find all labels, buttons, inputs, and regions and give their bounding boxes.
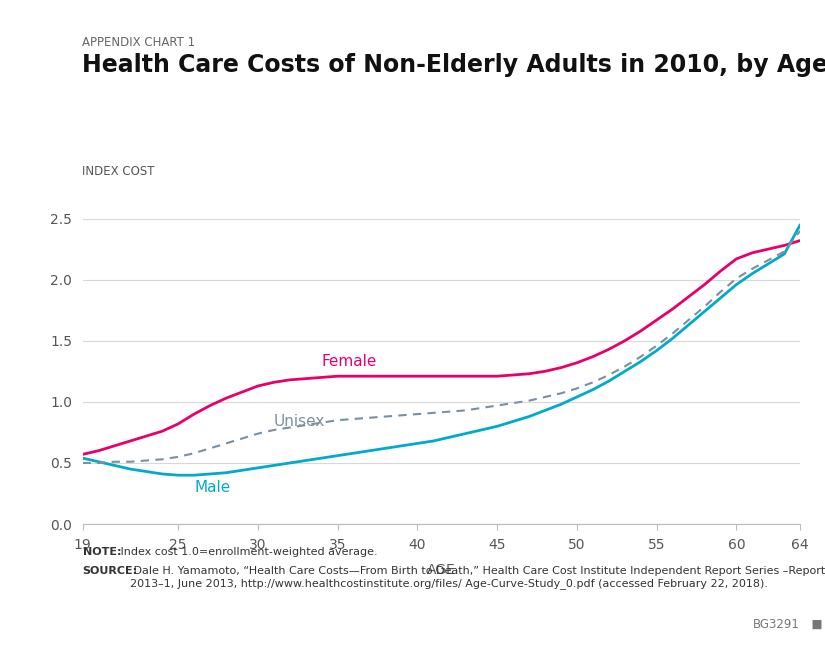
Text: Health Care Costs of Non-Elderly Adults in 2010, by Age and Sex: Health Care Costs of Non-Elderly Adults … — [82, 53, 825, 77]
Text: APPENDIX CHART 1: APPENDIX CHART 1 — [82, 36, 196, 49]
Text: Female: Female — [322, 354, 377, 369]
Text: NOTE:: NOTE: — [82, 547, 121, 556]
X-axis label: AGE: AGE — [427, 563, 455, 577]
Text: Index cost 1.0=enrollment-weighted average.: Index cost 1.0=enrollment-weighted avera… — [117, 547, 378, 556]
Text: BG3291: BG3291 — [753, 618, 800, 631]
Text: INDEX COST: INDEX COST — [82, 165, 155, 178]
Text: Unisex: Unisex — [274, 413, 325, 429]
Text: Dale H. Yamamoto, “Health Care Costs—From Birth to Death,” Health Care Cost Inst: Dale H. Yamamoto, “Health Care Costs—Fro… — [130, 566, 825, 589]
Text: ■ heritage.org: ■ heritage.org — [804, 618, 825, 631]
Text: Male: Male — [194, 480, 230, 495]
Text: SOURCE:: SOURCE: — [82, 566, 138, 576]
